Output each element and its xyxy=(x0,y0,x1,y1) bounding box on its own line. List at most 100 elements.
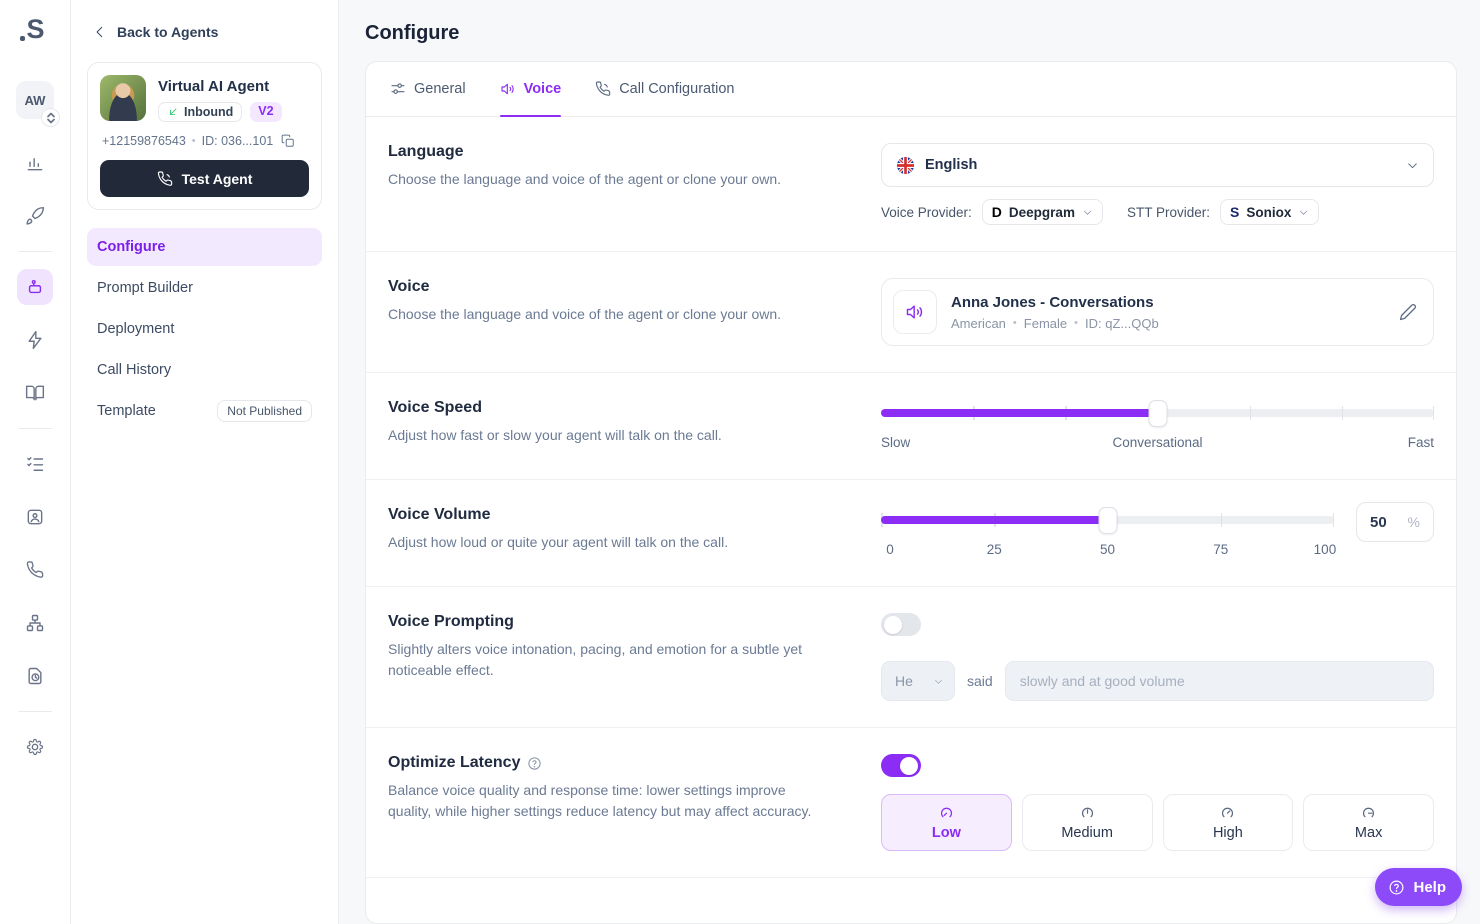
contacts-icon[interactable] xyxy=(17,499,53,535)
agent-card: Virtual AI Agent Inbound V2 +12159876543… xyxy=(87,62,322,210)
speed-label-slow: Slow xyxy=(881,435,911,450)
voice-volume-slider[interactable] xyxy=(881,506,1334,534)
test-agent-button[interactable]: Test Agent xyxy=(100,160,309,197)
phone-call-icon xyxy=(157,170,172,186)
tab-general[interactable]: General xyxy=(390,62,466,116)
volume-tick-labels: 0 25 50 75 100 xyxy=(886,542,1337,557)
agent-phone-number: +12159876543 xyxy=(102,134,186,148)
agent-avatar xyxy=(100,75,146,121)
back-chevron-icon xyxy=(96,26,103,38)
rail-divider xyxy=(18,428,52,429)
inbound-arrow-icon xyxy=(170,108,177,115)
percent-unit: % xyxy=(1407,514,1420,530)
voice-volume-description: Adjust how loud or quite your agent will… xyxy=(388,534,729,550)
agent-id: ID: 036...101 xyxy=(201,134,274,148)
tab-bar: General Voice Call Configuration xyxy=(366,62,1456,117)
workspace-initials: AW xyxy=(24,92,46,108)
speed-label-fast: Fast xyxy=(1407,435,1434,450)
not-published-badge: Not Published xyxy=(217,400,312,422)
voice-provider-label: Voice Provider: xyxy=(881,204,972,220)
gauge-high-icon xyxy=(1222,807,1234,818)
tab-call-configuration[interactable]: Call Configuration xyxy=(595,62,734,116)
brand-logo: S xyxy=(20,14,45,44)
call-logs-icon[interactable] xyxy=(17,658,53,694)
back-to-agents-label: Back to Agents xyxy=(117,24,219,40)
gauge-medium-icon xyxy=(1081,807,1093,818)
voice-speed-slider[interactable] xyxy=(881,399,1434,427)
workspace-switcher-icon[interactable] xyxy=(41,108,60,127)
edit-voice-icon[interactable] xyxy=(1399,303,1417,321)
language-title: Language xyxy=(388,143,464,160)
voice-speed-title: Voice Speed xyxy=(388,399,482,416)
latency-option-high[interactable]: High xyxy=(1162,794,1294,851)
latency-option-max[interactable]: Max xyxy=(1303,794,1434,851)
optimize-latency-section: Optimize Latency Balance voice quality a… xyxy=(366,728,1456,878)
chevron-down-icon xyxy=(1300,210,1308,215)
optimize-latency-description: Balance voice quality and response time:… xyxy=(388,782,812,819)
volume-percent-field: % xyxy=(1356,502,1434,542)
calls-phone-icon[interactable] xyxy=(17,552,53,588)
voice-title: Voice xyxy=(388,278,430,295)
nav-item-deployment[interactable]: Deployment xyxy=(97,321,175,337)
optimize-latency-toggle[interactable] xyxy=(881,754,921,777)
voice-prompt-input[interactable] xyxy=(1004,661,1434,701)
agents-icon[interactable] xyxy=(17,269,53,305)
language-section: Language Choose the language and voice o… xyxy=(366,117,1456,252)
nav-item-prompt-builder[interactable]: Prompt Builder xyxy=(97,280,193,296)
version-badge: V2 xyxy=(250,102,282,122)
chevron-down-icon xyxy=(934,679,943,684)
analytics-icon[interactable] xyxy=(17,145,53,181)
voice-description: Choose the language and voice of the age… xyxy=(388,306,782,322)
workspace-avatar[interactable]: AW xyxy=(16,81,60,127)
voice-prompting-toggle[interactable] xyxy=(881,613,921,636)
tasks-checklist-icon[interactable] xyxy=(17,446,53,482)
launch-rocket-icon[interactable] xyxy=(17,198,53,234)
nav-item-template[interactable]: Template Not Published xyxy=(87,392,322,430)
gauge-low-icon xyxy=(940,807,952,818)
configure-card: General Voice Call Configuration Languag… xyxy=(365,61,1457,924)
voice-prompting-title: Voice Prompting xyxy=(388,613,514,630)
nav-item-call-history[interactable]: Call History xyxy=(97,362,172,378)
latency-options: Low Medium High Max xyxy=(881,794,1434,851)
voice-speed-section: Voice Speed Adjust how fast or slow your… xyxy=(366,373,1456,480)
selected-voice-card[interactable]: Anna Jones - Conversations American • Fem… xyxy=(881,278,1434,346)
speaker-icon xyxy=(501,83,514,95)
language-description: Choose the language and voice of the age… xyxy=(388,171,782,187)
back-to-agents-button[interactable]: Back to Agents xyxy=(87,24,322,40)
rail-divider xyxy=(18,251,52,252)
latency-option-low[interactable]: Low xyxy=(881,794,1012,851)
workflows-icon[interactable] xyxy=(17,605,53,641)
voice-speed-description: Adjust how fast or slow your agent will … xyxy=(388,427,722,443)
tab-voice[interactable]: Voice xyxy=(499,62,561,117)
agent-name: Virtual AI Agent xyxy=(158,78,270,95)
main-area: Configure General Voice Call Configurati… xyxy=(339,0,1480,924)
knowledge-base-icon[interactable] xyxy=(17,375,53,411)
said-label: said xyxy=(967,673,993,689)
agent-sidebar: Back to Agents Virtual AI Agent Inbound … xyxy=(71,0,339,924)
volume-input[interactable] xyxy=(1370,513,1404,531)
copy-icon[interactable] xyxy=(281,134,295,148)
stt-provider-select[interactable]: S Soniox xyxy=(1219,199,1320,225)
nav-item-configure[interactable]: Configure xyxy=(87,228,322,266)
language-selected-value: English xyxy=(925,157,978,173)
help-circle-icon[interactable] xyxy=(527,756,542,771)
deepgram-logo-icon: D xyxy=(991,204,1002,220)
pronoun-select[interactable]: He xyxy=(881,661,955,701)
voice-speed-handle[interactable] xyxy=(1148,400,1167,427)
help-button[interactable]: Help xyxy=(1375,868,1462,906)
page-title: Configure xyxy=(365,22,460,44)
gauge-max-icon xyxy=(1363,807,1375,818)
speed-label-conversational: Conversational xyxy=(1112,435,1203,450)
voice-section: Voice Choose the language and voice of t… xyxy=(366,252,1456,373)
rail-divider xyxy=(18,711,52,712)
voice-meta: American • Female • ID: qZ...QQb xyxy=(951,315,1159,331)
language-select[interactable]: English xyxy=(881,143,1434,187)
voice-provider-select[interactable]: D Deepgram xyxy=(981,199,1103,225)
actions-lightning-icon[interactable] xyxy=(17,322,53,358)
voice-prompting-section: Voice Prompting Slightly alters voice in… xyxy=(366,587,1456,728)
latency-option-medium[interactable]: Medium xyxy=(1021,794,1153,851)
settings-gear-icon[interactable] xyxy=(17,729,53,765)
sliders-icon xyxy=(391,83,405,94)
voice-volume-handle[interactable] xyxy=(1098,507,1117,534)
chevron-down-icon xyxy=(1408,162,1417,168)
